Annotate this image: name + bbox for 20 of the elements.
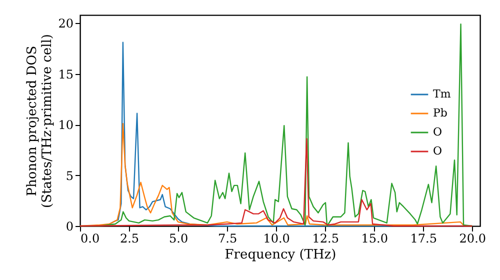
y-axis-title: Phonon projected DOS (States/THz·primitive cell) [25, 34, 56, 208]
legend-label: Tm [433, 88, 452, 100]
x-tick-label: 15.0 [361, 232, 388, 246]
y-tick-label: 0 [66, 220, 74, 234]
x-tick-label: 5.0 [168, 232, 188, 246]
x-tick-label: 2.5 [120, 232, 140, 246]
x-tick-label: 12.5 [312, 232, 339, 246]
x-tick-label: 10.0 [263, 232, 290, 246]
y-tick-label: 20 [58, 16, 74, 31]
y-tick-label: 5 [66, 168, 74, 183]
x-tick-label: 20.0 [459, 232, 486, 246]
x-axis-title: Frequency (THz) [224, 248, 336, 262]
legend-label: O [433, 126, 442, 138]
x-tick-label: 7.5 [218, 232, 238, 246]
legend-label: Pb [433, 106, 448, 120]
y-tick-label: 10 [58, 118, 74, 132]
x-tick-label: 0.0 [80, 232, 100, 246]
x-tick-label: 17.5 [410, 232, 437, 246]
y-tick-label: 15 [58, 67, 74, 82]
legend-label: O [433, 144, 442, 158]
